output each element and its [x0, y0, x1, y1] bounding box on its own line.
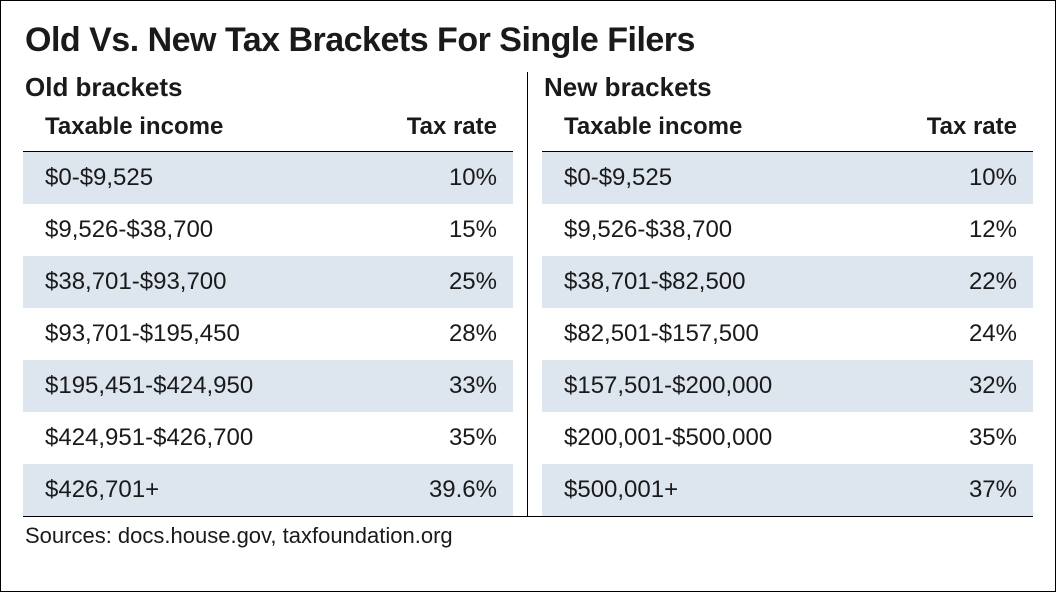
old-brackets-table: Taxable income Tax rate $0-$9,525 10% $9… — [23, 107, 513, 516]
table-row: $93,701-$195,450 28% — [23, 308, 513, 360]
col-header-rate: Tax rate — [340, 107, 513, 152]
rate-cell: 39.6% — [340, 464, 513, 516]
income-cell: $38,701-$82,500 — [542, 256, 859, 308]
income-cell: $9,526-$38,700 — [23, 204, 340, 256]
table-row: $424,951-$426,700 35% — [23, 412, 513, 464]
tax-bracket-comparison: Old Vs. New Tax Brackets For Single File… — [0, 0, 1056, 592]
income-cell: $0-$9,525 — [23, 152, 340, 205]
rate-cell: 10% — [859, 152, 1033, 205]
income-cell: $93,701-$195,450 — [23, 308, 340, 360]
rate-cell: 32% — [859, 360, 1033, 412]
col-header-income: Taxable income — [542, 107, 859, 152]
new-brackets-panel: New brackets Taxable income Tax rate $0-… — [528, 72, 1033, 516]
new-brackets-table: Taxable income Tax rate $0-$9,525 10% $9… — [542, 107, 1033, 516]
table-row: $38,701-$82,500 22% — [542, 256, 1033, 308]
rate-cell: 35% — [859, 412, 1033, 464]
table-row: $195,451-$424,950 33% — [23, 360, 513, 412]
rate-cell: 33% — [340, 360, 513, 412]
rate-cell: 28% — [340, 308, 513, 360]
rate-cell: 25% — [340, 256, 513, 308]
income-cell: $426,701+ — [23, 464, 340, 516]
col-header-income: Taxable income — [23, 107, 340, 152]
income-cell: $82,501-$157,500 — [542, 308, 859, 360]
rate-cell: 15% — [340, 204, 513, 256]
rate-cell: 22% — [859, 256, 1033, 308]
income-cell: $195,451-$424,950 — [23, 360, 340, 412]
table-row: $9,526-$38,700 15% — [23, 204, 513, 256]
table-row: $38,701-$93,700 25% — [23, 256, 513, 308]
rate-cell: 12% — [859, 204, 1033, 256]
income-cell: $200,001-$500,000 — [542, 412, 859, 464]
page-title: Old Vs. New Tax Brackets For Single File… — [25, 21, 1033, 60]
sources-line: Sources: docs.house.gov, taxfoundation.o… — [23, 517, 1033, 549]
table-row: $500,001+ 37% — [542, 464, 1033, 516]
rate-cell: 10% — [340, 152, 513, 205]
table-row: $82,501-$157,500 24% — [542, 308, 1033, 360]
rate-cell: 35% — [340, 412, 513, 464]
old-brackets-title: Old brackets — [25, 72, 513, 103]
table-row: $200,001-$500,000 35% — [542, 412, 1033, 464]
income-cell: $157,501-$200,000 — [542, 360, 859, 412]
table-row: $9,526-$38,700 12% — [542, 204, 1033, 256]
old-brackets-panel: Old brackets Taxable income Tax rate $0-… — [23, 72, 528, 516]
table-row: $426,701+ 39.6% — [23, 464, 513, 516]
income-cell: $38,701-$93,700 — [23, 256, 340, 308]
income-cell: $9,526-$38,700 — [542, 204, 859, 256]
table-row: $157,501-$200,000 32% — [542, 360, 1033, 412]
panels: Old brackets Taxable income Tax rate $0-… — [23, 72, 1033, 516]
new-brackets-title: New brackets — [544, 72, 1033, 103]
income-cell: $424,951-$426,700 — [23, 412, 340, 464]
rate-cell: 24% — [859, 308, 1033, 360]
rate-cell: 37% — [859, 464, 1033, 516]
income-cell: $500,001+ — [542, 464, 859, 516]
income-cell: $0-$9,525 — [542, 152, 859, 205]
col-header-rate: Tax rate — [859, 107, 1033, 152]
table-row: $0-$9,525 10% — [542, 152, 1033, 205]
table-row: $0-$9,525 10% — [23, 152, 513, 205]
